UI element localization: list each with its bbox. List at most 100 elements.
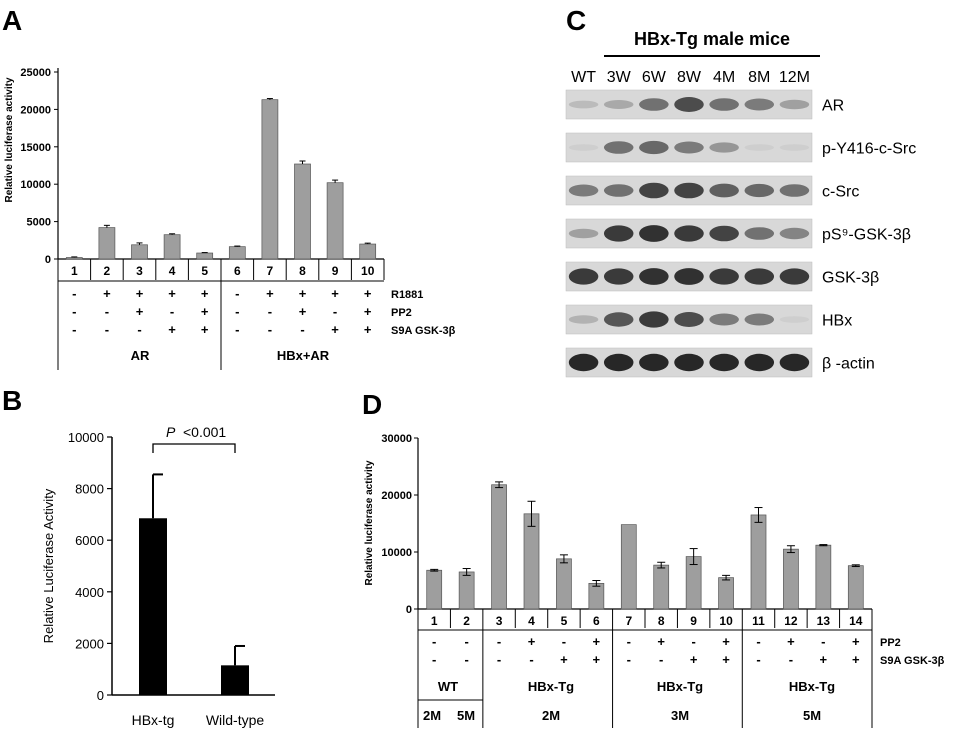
panel-c-band [744,268,775,285]
panel-a-condition-mark: - [268,322,272,337]
panel-c-blot-label: AR [822,98,844,115]
panel-a-ytick-label: 20000 [20,104,51,116]
panel-a-bar [359,243,377,260]
panel-a-condition-mark: + [201,304,209,319]
panel-d-bar [588,582,605,610]
panel-c-band [674,268,704,285]
panel-c-band [744,144,775,151]
panel-d-condition-mark: - [627,652,631,667]
panel-d-condition-mark: - [821,634,825,649]
panel-d-condition-mark: + [852,652,860,667]
panel-d-condition-mark: + [690,652,698,667]
panel-d-age-wt-5m: 5M [457,708,475,723]
panel-d-condition-mark: + [593,652,601,667]
panel-c-band [568,144,599,151]
panel-d-condition-mark: - [789,652,793,667]
panel-c-header: HBx-Tg male mice [634,29,790,49]
panel-d-age-3m: 3M [671,708,689,723]
panel-a-lane-number: 7 [267,264,274,278]
panel-c-blot-label: GSK-3β [822,270,879,287]
panel-d-lane-number: 11 [752,614,765,628]
panel-c-band [744,353,775,372]
panel-d-bar [523,513,540,610]
panel-d-condition-mark: + [820,652,828,667]
panel-c-lane-label: 8M [748,69,770,86]
panel-c-lane-label: 8W [677,69,702,86]
panel-d-age-2m: 2M [542,708,560,723]
panel-d-bar [750,514,767,610]
panel-c-blot-label: HBx [822,313,852,330]
panel-a-lane-number: 10 [361,264,375,278]
panel-c-blot-label: pS⁹-GSK-3β [822,227,911,244]
panel-a-group-ar: AR [131,348,150,363]
panel-d-bar [556,558,572,610]
panel-c-band [744,98,775,111]
panel-d-condition-mark: + [657,634,665,649]
panel-d-ytick-label: 20000 [381,490,412,502]
panel-c-band [674,141,704,154]
panel-a-bar [228,246,246,260]
panel-d-condition-mark: + [852,634,860,649]
panel-c-band [709,353,739,372]
panel-c-lane-labels: WT 3W 6W 8W 4M 8M 12M [571,69,810,86]
panel-a-condition-mark: + [331,286,339,301]
panel-b-bars: HBx-tg Wild-type [132,473,264,728]
panel-a-condition-table: 1 2 3 4 5 6 7 8 9 10 - + + + + - + + + + R1881 - - + - + - - + - + PP2 -… [57,259,456,370]
panel-a-condition-mark: - [72,286,76,301]
panel-d-condition-mark: - [464,652,468,667]
panel-c-band [779,144,810,151]
panel-d-ylabel: Relative luciferase activity [364,460,375,586]
panel-d-lane-number: 4 [528,614,535,628]
panel-d-condition-mark: - [432,652,436,667]
panel-a-condition-mark: - [268,304,272,319]
panel-c-band [779,316,810,323]
panel-d-bars [426,481,864,610]
panel-c-band [603,312,634,327]
panel-a-ytick-label: 5000 [27,217,51,229]
panel-d-condition-mark: - [432,634,436,649]
panel-b-ytick-label: 10000 [68,430,104,445]
panel-d-bar [620,524,637,610]
panel-c-band [639,225,669,242]
panel-a-bars [65,98,377,260]
panel-a-condition-mark: - [170,304,174,319]
panel-a-condition-mark: + [364,286,372,301]
panel-c-band [674,353,704,372]
panel-a-ytick-label: 15000 [20,142,51,154]
panel-c-band [674,312,704,327]
panel-d-letter: D [362,389,382,420]
panel-c-band [779,227,810,240]
panel-a-row-label: R1881 [391,289,423,301]
panel-c-blots: AR p-Y416-c-Src c-Src pS⁹-GSK-3β GSK-3β HBx β … [565,89,916,378]
panel-a-condition-mark: + [136,286,144,301]
panel-d-condition-mark: + [722,634,730,649]
panel-d-lane-number: 14 [849,614,863,628]
panel-c-band [639,311,669,328]
panel-c-band [603,184,634,197]
panel-d-condition-mark: - [691,634,695,649]
panel-d-condition-mark: + [787,634,795,649]
panel-a-condition-mark: + [364,304,372,319]
panel-a-row-label: S9A GSK-3β [391,325,456,337]
panel-a-lane-number: 1 [71,264,78,278]
panel-c-band [744,227,775,240]
panel-c-lane-label: 4M [713,69,735,86]
panel-d-condition-mark: - [756,634,760,649]
panel-c-blot-label: β -actin [822,356,875,373]
panel-c-band [639,182,669,199]
panel-d-y-ticks: 0 10000 20000 30000 [381,433,418,616]
panel-c-band [603,225,634,242]
panel-c-band [568,100,599,109]
panel-a-condition-mark: - [105,304,109,319]
panel-d-lane-number: 2 [463,614,470,628]
panel-d-lane-number: 10 [719,614,733,628]
panel-b-ytick-label: 2000 [75,636,104,651]
panel-a-ytick-label: 10000 [20,179,51,191]
panel-c-lane-label: WT [571,69,596,86]
panel-a-ylabel: Relative luciferase activity [4,77,15,203]
panel-a-bar [261,99,279,260]
panel-a-y-ticks: 0 5000 10000 15000 20000 25000 [20,67,58,266]
panel-c-band [709,98,739,111]
panel-c-band [674,225,704,242]
panel-a-bar [196,252,214,260]
